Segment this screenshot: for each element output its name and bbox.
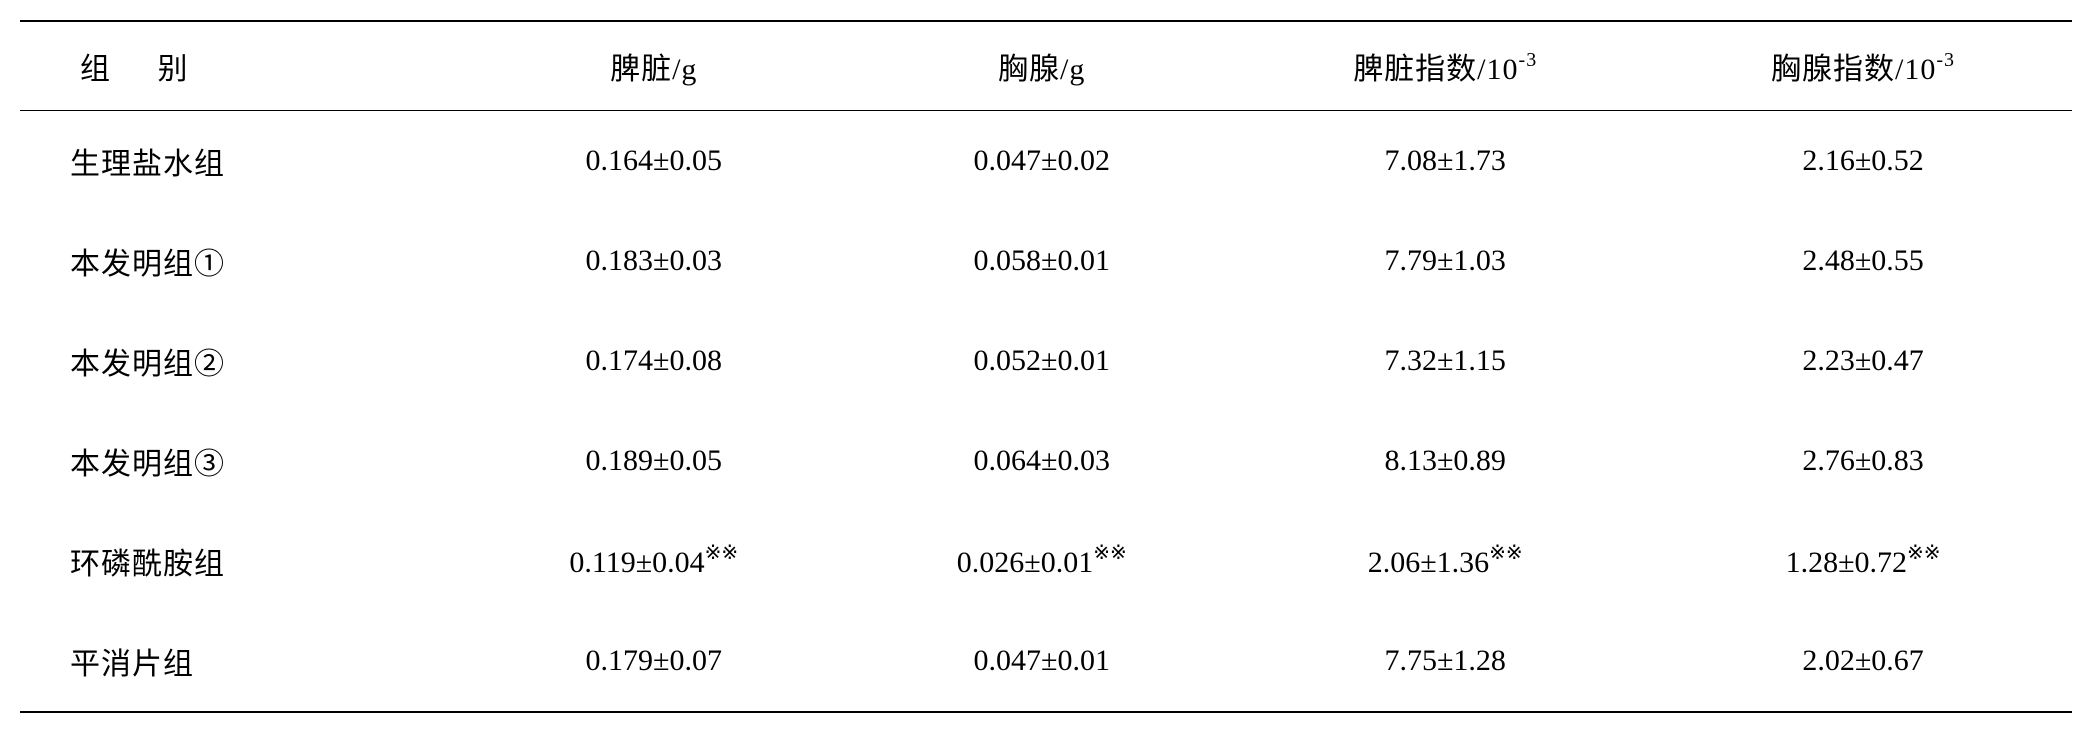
cell-spleen: 0.119±0.04※※	[460, 511, 847, 611]
column-header-thymus: 胸腺/g	[847, 21, 1236, 111]
cell-spleen: 0.183±0.03	[460, 211, 847, 311]
table-row: 环磷酰胺组 0.119±0.04※※ 0.026±0.01※※ 2.06±1.3…	[20, 511, 2072, 611]
data-table: 组 别 脾脏/g 胸腺/g 脾脏指数/10-3 胸腺指数/10-3 生理盐水组 …	[20, 20, 2072, 713]
cell-thymus: 0.047±0.02	[847, 111, 1236, 212]
cell-spleen: 0.174±0.08	[460, 311, 847, 411]
cell-group: 本发明组③	[20, 411, 460, 511]
cell-group: 本发明组①	[20, 211, 460, 311]
cell-group: 生理盐水组	[20, 111, 460, 212]
cell-thymus: 0.064±0.03	[847, 411, 1236, 511]
cell-thymus-index: 2.23±0.47	[1654, 311, 2072, 411]
cell-thymus-index: 2.48±0.55	[1654, 211, 2072, 311]
cell-group: 环磷酰胺组	[20, 511, 460, 611]
cell-spleen-index: 7.75±1.28	[1236, 611, 1654, 712]
table-row: 本发明组① 0.183±0.03 0.058±0.01 7.79±1.03 2.…	[20, 211, 2072, 311]
data-table-container: 组 别 脾脏/g 胸腺/g 脾脏指数/10-3 胸腺指数/10-3 生理盐水组 …	[20, 20, 2072, 713]
header-text: 脾脏指数/10	[1353, 53, 1518, 86]
header-superscript: -3	[1519, 49, 1538, 71]
cell-thymus-index: 2.02±0.67	[1654, 611, 2072, 712]
cell-thymus-index: 2.16±0.52	[1654, 111, 2072, 212]
table-row: 平消片组 0.179±0.07 0.047±0.01 7.75±1.28 2.0…	[20, 611, 2072, 712]
cell-superscript: ※※	[1489, 542, 1523, 564]
header-text: 胸腺指数/10	[1771, 53, 1936, 86]
cell-superscript: ※※	[1093, 542, 1127, 564]
header-row: 组 别 脾脏/g 胸腺/g 脾脏指数/10-3 胸腺指数/10-3	[20, 21, 2072, 111]
column-header-spleen: 脾脏/g	[460, 21, 847, 111]
cell-value: 0.026±0.01	[957, 546, 1093, 579]
cell-value: 0.119±0.04	[569, 546, 704, 579]
cell-spleen: 0.164±0.05	[460, 111, 847, 212]
cell-spleen-index: 7.32±1.15	[1236, 311, 1654, 411]
cell-spleen: 0.179±0.07	[460, 611, 847, 712]
cell-group: 本发明组②	[20, 311, 460, 411]
cell-value: 1.28±0.72	[1786, 546, 1907, 579]
table-header: 组 别 脾脏/g 胸腺/g 脾脏指数/10-3 胸腺指数/10-3	[20, 21, 2072, 111]
table-row: 本发明组③ 0.189±0.05 0.064±0.03 8.13±0.89 2.…	[20, 411, 2072, 511]
table-body: 生理盐水组 0.164±0.05 0.047±0.02 7.08±1.73 2.…	[20, 111, 2072, 713]
cell-group: 平消片组	[20, 611, 460, 712]
cell-thymus: 0.047±0.01	[847, 611, 1236, 712]
cell-thymus: 0.026±0.01※※	[847, 511, 1236, 611]
cell-thymus-index: 2.76±0.83	[1654, 411, 2072, 511]
cell-superscript: ※※	[1907, 542, 1941, 564]
cell-thymus: 0.052±0.01	[847, 311, 1236, 411]
cell-spleen-index: 7.79±1.03	[1236, 211, 1654, 311]
cell-thymus: 0.058±0.01	[847, 211, 1236, 311]
column-header-group: 组 别	[20, 21, 460, 111]
table-row: 生理盐水组 0.164±0.05 0.047±0.02 7.08±1.73 2.…	[20, 111, 2072, 212]
cell-spleen-index: 2.06±1.36※※	[1236, 511, 1654, 611]
header-superscript: -3	[1936, 49, 1955, 71]
cell-value: 2.06±1.36	[1368, 546, 1489, 579]
column-header-spleen-index: 脾脏指数/10-3	[1236, 21, 1654, 111]
cell-superscript: ※※	[705, 542, 739, 564]
cell-spleen-index: 8.13±0.89	[1236, 411, 1654, 511]
cell-spleen: 0.189±0.05	[460, 411, 847, 511]
cell-spleen-index: 7.08±1.73	[1236, 111, 1654, 212]
cell-thymus-index: 1.28±0.72※※	[1654, 511, 2072, 611]
column-header-thymus-index: 胸腺指数/10-3	[1654, 21, 2072, 111]
table-row: 本发明组② 0.174±0.08 0.052±0.01 7.32±1.15 2.…	[20, 311, 2072, 411]
